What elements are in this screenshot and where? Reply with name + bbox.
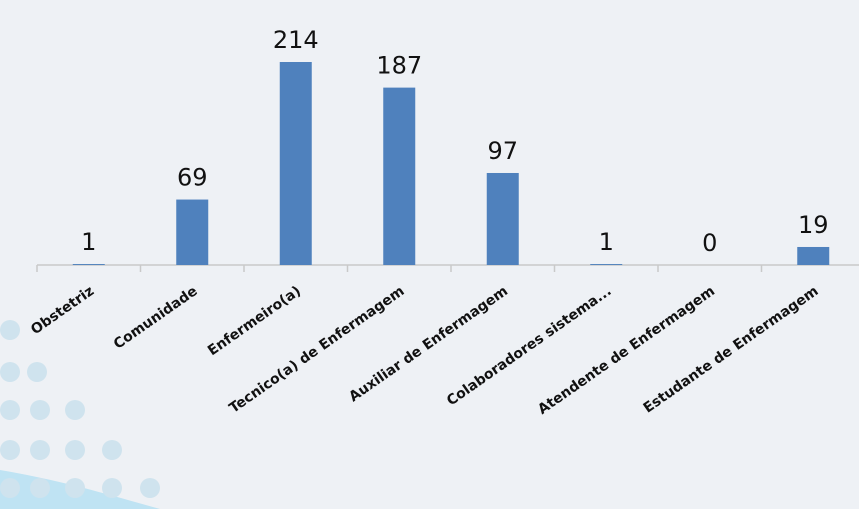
x-tick-label: Tecnico(a) de Enfermagem [226, 283, 407, 416]
bar-value-label: 0 [702, 229, 717, 257]
decor-dot [65, 478, 85, 498]
bar-value-label: 97 [487, 137, 518, 165]
decor-dot [65, 440, 85, 460]
x-tick-label: Comunidade [111, 283, 201, 352]
decor-dot [140, 478, 160, 498]
bar-value-label: 69 [177, 164, 208, 192]
bar-value-label: 1 [81, 228, 96, 256]
bars-group [72, 62, 830, 265]
bar [797, 246, 830, 265]
bar-value-label: 19 [798, 211, 829, 239]
decor-dot [0, 400, 20, 420]
x-tick-label: Atendente de Enfermagem [535, 283, 718, 418]
x-tick-label: Enfermeiro(a) [205, 283, 304, 359]
bar [72, 264, 105, 265]
x-tick-label: Colaboradores sistema... [444, 283, 615, 409]
bar [590, 264, 623, 265]
decor-dot [30, 478, 50, 498]
decor-dot [0, 440, 20, 460]
x-axis-ticks [36, 265, 763, 272]
decor-dot [0, 320, 20, 340]
bar [279, 62, 312, 265]
decor-dot [30, 440, 50, 460]
decor-dot [65, 400, 85, 420]
value-labels-group: 1 69 214 187 97 1 0 19 [81, 26, 828, 257]
decor-dot [0, 478, 20, 498]
decor-dot [30, 400, 50, 420]
bar [383, 87, 416, 265]
bar [486, 172, 519, 265]
decor-dot [27, 362, 47, 382]
decor-dots [0, 320, 160, 498]
bar-value-label: 1 [599, 228, 614, 256]
bar-value-label: 214 [273, 26, 319, 54]
category-labels-group: Obstetriz Comunidade Enfermeiro(a)Tecnico(… [28, 283, 821, 418]
decor-dot [102, 440, 122, 460]
decor-dot [0, 362, 20, 382]
bar-value-label: 187 [376, 52, 422, 80]
bar [176, 199, 209, 265]
x-tick-label: Estudante de Enfermagem [641, 283, 822, 416]
decor-dot [102, 478, 122, 498]
x-tick-label: Obstetriz [28, 283, 97, 338]
